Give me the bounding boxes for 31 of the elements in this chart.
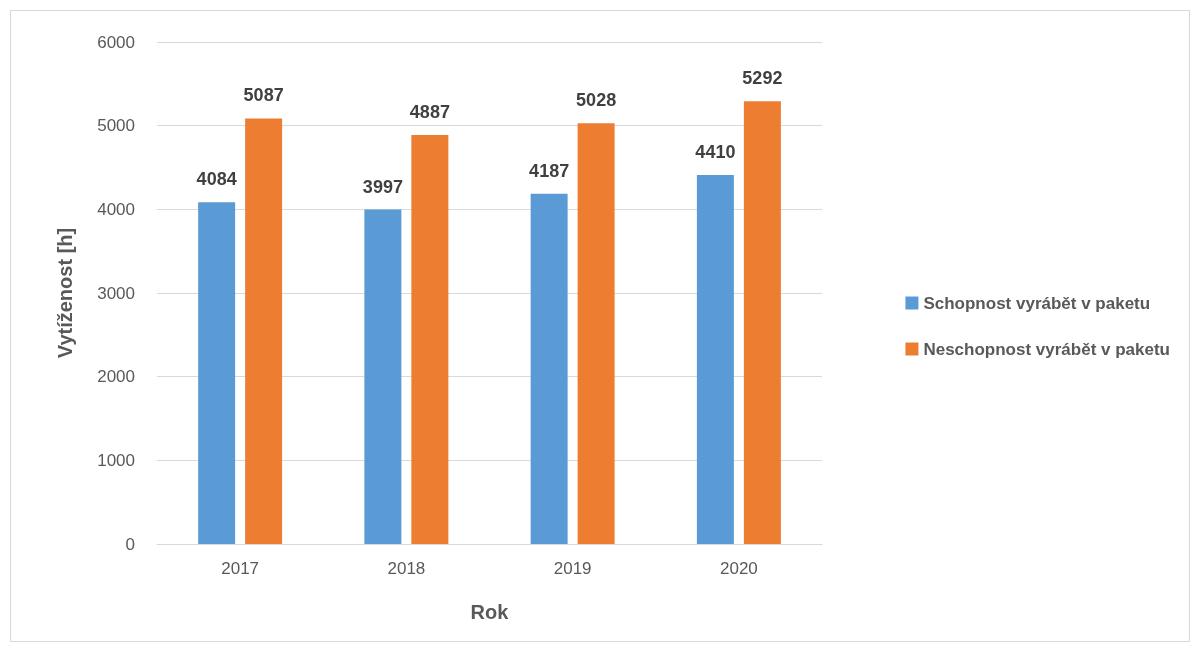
y-tick-label: 0 bbox=[125, 534, 135, 554]
x-tick-label: 2020 bbox=[719, 559, 758, 578]
x-tick-label: 2018 bbox=[387, 559, 426, 578]
data-label: 4887 bbox=[409, 102, 450, 123]
x-tick-label: 2017 bbox=[221, 559, 260, 578]
bar bbox=[198, 202, 236, 544]
y-tick-label: 3000 bbox=[97, 283, 135, 303]
bar bbox=[245, 118, 283, 544]
y-tick-label: 2000 bbox=[97, 367, 135, 387]
data-label: 3997 bbox=[362, 176, 403, 197]
bar bbox=[364, 209, 402, 544]
y-tick-label: 6000 bbox=[97, 32, 135, 52]
x-tick-label: 2019 bbox=[553, 559, 592, 578]
legend-label: Schopnost vyrábět v paketu bbox=[923, 293, 1151, 313]
bar bbox=[530, 193, 568, 544]
y-axis-title: Vytíženost [h] bbox=[54, 227, 76, 359]
data-label: 5292 bbox=[742, 68, 783, 89]
data-label: 5087 bbox=[243, 85, 284, 106]
data-label: 4410 bbox=[695, 142, 736, 163]
legend-label: Neschopnost vyrábět v paketu bbox=[923, 339, 1170, 359]
data-label: 4187 bbox=[529, 160, 570, 181]
data-label: 4084 bbox=[196, 169, 237, 190]
y-tick-label: 1000 bbox=[97, 450, 135, 470]
x-axis-title: Rok bbox=[470, 601, 510, 623]
bar bbox=[696, 175, 734, 544]
data-label: 5028 bbox=[576, 90, 617, 111]
y-tick-label: 4000 bbox=[97, 199, 135, 219]
bar bbox=[411, 135, 449, 544]
y-tick-label: 5000 bbox=[97, 116, 135, 136]
bar bbox=[577, 123, 615, 544]
bar bbox=[743, 101, 781, 544]
